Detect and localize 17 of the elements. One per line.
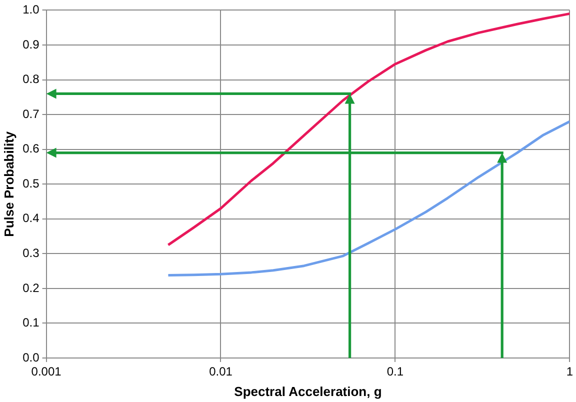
x-axis-title: Spectral Acceleration, g — [234, 384, 382, 399]
y-tick-label: 0.9 — [22, 37, 40, 52]
y-tick-label: 0.2 — [22, 280, 40, 295]
y-axis-title: Pulse Probability — [1, 130, 16, 237]
x-tick-label: 0.001 — [31, 364, 62, 379]
y-tick-label: 0.3 — [22, 246, 40, 260]
x-tick-label: 0.01 — [209, 364, 233, 379]
x-tick-label: 0.1 — [386, 364, 404, 379]
y-tick-label: 0.8 — [22, 72, 40, 86]
y-tick-label: 1.0 — [22, 2, 40, 17]
y-tick-label: 0.1 — [22, 316, 40, 330]
y-tick-label: 0.4 — [22, 211, 40, 226]
y-tick-label: 0.7 — [22, 106, 40, 121]
y-tick-label: 0.6 — [22, 142, 40, 156]
x-tick-label: 1 — [566, 364, 574, 379]
y-tick-label: 0.5 — [22, 176, 40, 190]
y-tick-label: 0.0 — [22, 350, 40, 364]
